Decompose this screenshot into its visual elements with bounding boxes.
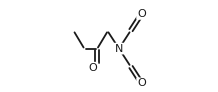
Text: N: N — [115, 44, 123, 54]
Text: O: O — [89, 63, 97, 73]
Text: O: O — [137, 9, 146, 19]
Text: O: O — [137, 78, 146, 88]
